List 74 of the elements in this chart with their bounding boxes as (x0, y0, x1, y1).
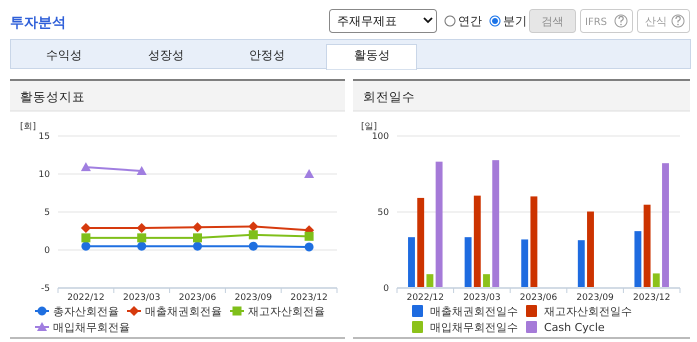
point (192, 222, 202, 232)
x-tick-label: 2023/09 (576, 293, 614, 303)
point (304, 169, 314, 178)
bar (426, 274, 434, 287)
x-tick-label: 2023/03 (123, 293, 160, 303)
x-tick-label: 2023/06 (520, 293, 558, 303)
point (248, 230, 258, 240)
legend-label: 총자산회전율 (53, 304, 119, 318)
text: 분기 (503, 14, 527, 28)
bar (521, 239, 528, 287)
y-tick-label: 0 (44, 246, 50, 256)
point (137, 233, 146, 242)
text: 활동성 (354, 48, 390, 62)
point (80, 222, 91, 233)
bar (408, 237, 415, 287)
x-tick-label: 2023/12 (290, 293, 328, 303)
bar (483, 274, 490, 287)
y-axis-title: [회] (20, 122, 36, 132)
point (304, 232, 314, 241)
legend-label: 매출채권회전일수 (430, 304, 518, 318)
text: 수익성 (46, 48, 82, 62)
y-axis-title: [일] (361, 122, 378, 132)
bar (474, 196, 481, 287)
bar (417, 198, 424, 287)
point (137, 242, 146, 251)
text: 산식 (645, 15, 667, 28)
x-tick-label: 2022/12 (406, 293, 444, 303)
bar (587, 212, 594, 287)
y-tick-label: 10 (38, 170, 50, 180)
text: 검색 (542, 15, 564, 28)
y-tick-label: 15 (38, 132, 50, 142)
x-tick-label: 2023/03 (463, 293, 501, 303)
legend-label: Cash Cycle (544, 320, 605, 334)
x-tick-label: 2022/12 (67, 293, 105, 303)
x-tick-label: 2023/12 (633, 293, 670, 303)
point (136, 166, 147, 175)
chart-title: 활동성지표 (20, 89, 85, 104)
y-tick-label: -5 (41, 284, 50, 294)
legend-label: 매출채권회전율 (145, 304, 222, 318)
bar (634, 231, 642, 287)
bar (578, 240, 585, 287)
text: 주재무제표 (337, 14, 397, 28)
bar (652, 273, 660, 287)
x-tick-label: 2023/09 (234, 293, 272, 303)
point (136, 222, 147, 233)
bar (436, 162, 443, 287)
y-tick-label: 5 (44, 208, 50, 218)
text: 연간 (458, 14, 482, 28)
legend-label: 재고자산회전일수 (544, 304, 632, 318)
bar (464, 237, 472, 287)
text: 투자분석 (10, 15, 66, 31)
point (304, 242, 314, 252)
y-tick-label: 50 (378, 208, 390, 218)
point (248, 242, 258, 251)
point (193, 233, 202, 242)
point (81, 233, 90, 242)
text: 안정성 (249, 48, 285, 62)
text: 성장성 (148, 48, 184, 62)
bar (530, 196, 538, 287)
x-tick-label: 2023/06 (178, 293, 216, 303)
point (81, 242, 90, 251)
y-tick-label: 100 (372, 132, 390, 142)
legend-label: 매입채무회전율 (53, 320, 130, 334)
point (193, 242, 202, 251)
text: IFRS (585, 17, 607, 28)
bar (662, 163, 669, 287)
point (80, 162, 91, 172)
y-tick-label: 0 (383, 284, 390, 294)
bar (644, 204, 651, 287)
legend-label: 매입채무회전일수 (430, 320, 518, 334)
point (248, 221, 258, 232)
chart-title: 회전일수 (363, 89, 415, 104)
legend-label: 재고자산회전율 (248, 304, 325, 318)
bar (492, 160, 500, 287)
